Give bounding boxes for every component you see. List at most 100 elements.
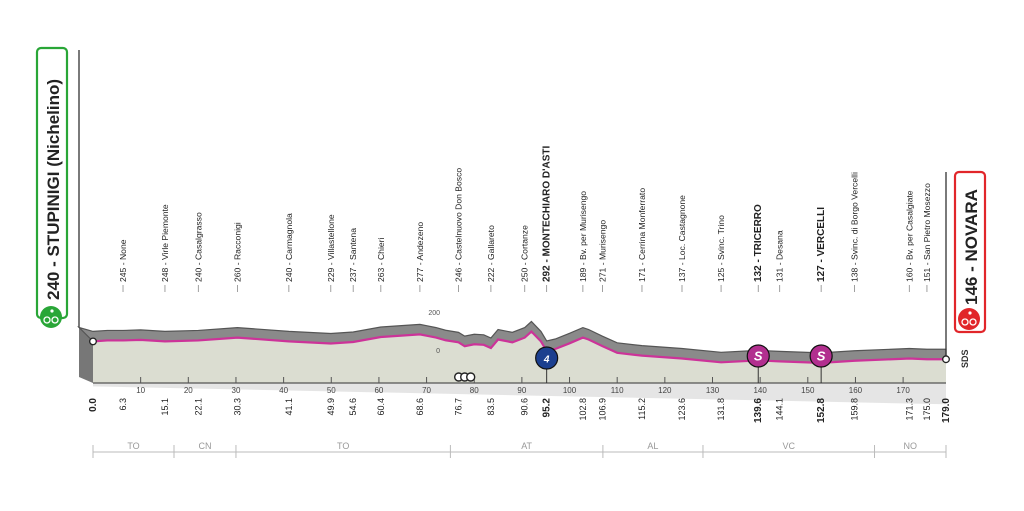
cyclist-icon xyxy=(40,306,62,328)
km-label: 15.1 xyxy=(160,398,170,416)
province-label: VC xyxy=(782,441,795,451)
cyclist-icon xyxy=(958,308,980,330)
start-label: 240 - STUPINIGI (Nichelino) xyxy=(44,79,63,300)
gpm-category-icon xyxy=(535,346,559,370)
endpoint-marker xyxy=(89,337,97,346)
province-label: AL xyxy=(647,441,658,451)
place-label: 248 - Virle Piemonte xyxy=(160,204,170,282)
route-markers: 4 S S xyxy=(453,344,833,383)
marker-label: 4 xyxy=(543,355,550,366)
intermediate-sprint-icon xyxy=(809,344,833,368)
km-label: 83.5 xyxy=(486,398,496,416)
place-label: 292 - MONTECHIARO D'ASTI xyxy=(542,145,553,282)
endpoint-marker xyxy=(942,355,950,364)
x-tick-label: 170 xyxy=(896,386,910,395)
province-label: TO xyxy=(337,441,349,451)
km-label: 90.6 xyxy=(520,398,530,416)
place-label: 127 - VERCELLI xyxy=(816,207,827,282)
km-labels: 0.0 6.3 15.1 22.1 30.3 41.1 49.9 54.6 60.4 68.6 76… xyxy=(88,398,952,423)
finish-badge: 146 - NOVARA xyxy=(953,170,987,334)
km-label: 49.9 xyxy=(326,398,336,416)
place-label: 246 - Castelnuovo Don Bosco xyxy=(454,168,464,282)
x-tick-label: 10 xyxy=(136,386,145,395)
place-label: 250 - Cortanze xyxy=(520,225,530,282)
km-label: 60.4 xyxy=(376,398,386,416)
place-label: 138 - Svinc. di Borgo Vercelli xyxy=(850,172,860,282)
x-tick-label: 130 xyxy=(706,386,720,395)
place-label: 277 - Andezeno xyxy=(415,222,425,282)
x-tick-label: 160 xyxy=(849,386,863,395)
x-tick-label: 120 xyxy=(658,386,672,395)
x-tick-label: 50 xyxy=(327,386,336,395)
place-label: 222 - Gallareto xyxy=(486,225,496,282)
feed-zone-icon xyxy=(465,372,476,382)
place-label: 137 - Loc. Castagnone xyxy=(677,195,687,282)
start-badge: 240 - STUPINIGI (Nichelino) xyxy=(35,46,69,328)
km-label: 22.1 xyxy=(193,398,203,416)
place-label: 125 - Svinc. Trino xyxy=(716,215,726,282)
km-label: 30.3 xyxy=(232,398,242,416)
place-label: 237 - Santena xyxy=(348,228,358,282)
elevation-tick-label: 0 xyxy=(436,348,440,355)
cyclist-icon-head xyxy=(968,311,972,315)
sponsor-logo: SDS xyxy=(960,349,970,368)
marker-label: S xyxy=(817,349,826,364)
x-tick-label: 90 xyxy=(517,386,526,395)
km-label: 106.9 xyxy=(597,398,607,421)
place-label: 240 - Carmagnola xyxy=(284,213,294,282)
place-label: 260 - Racconigi xyxy=(232,222,242,282)
place-label: 151 - San Pietro Mosezzo xyxy=(922,183,932,282)
cyclist-icon-head xyxy=(50,309,54,313)
km-label: 152.8 xyxy=(816,398,827,423)
x-tick-label: 100 xyxy=(563,386,577,395)
place-label: 229 - Villastellone xyxy=(326,214,336,282)
place-label: 160 - Bv. per Casalgiate xyxy=(904,190,914,282)
km-label: 0.0 xyxy=(88,398,99,412)
x-tick-label: 70 xyxy=(422,386,431,395)
province-label: TO xyxy=(127,441,139,451)
km-label: 123.6 xyxy=(677,398,687,421)
intermediate-sprint-icon xyxy=(746,344,770,368)
km-label: 139.6 xyxy=(753,398,764,423)
x-tick-label: 140 xyxy=(753,386,767,395)
place-label: 189 - Bv. per Murisengo xyxy=(578,191,588,282)
cyclist-icon-wheel xyxy=(961,318,969,326)
elevation-tick-label: 200 xyxy=(428,310,440,317)
x-tick-label: 80 xyxy=(470,386,479,395)
cyclist-icon-wheel xyxy=(969,318,977,326)
km-label: 171.3 xyxy=(904,398,914,421)
place-label: 245 - None xyxy=(118,239,128,282)
km-label: 144.1 xyxy=(775,398,785,421)
x-tick-label: 30 xyxy=(232,386,241,395)
place-label: 131 - Desana xyxy=(775,230,785,282)
place-label: 271 - Murisengo xyxy=(597,220,607,282)
place-label: 263 - Chieri xyxy=(376,237,386,282)
place-label: 240 - Casalgrasso xyxy=(193,212,203,282)
km-label: 41.1 xyxy=(284,398,294,416)
x-tick-label: 20 xyxy=(184,386,193,395)
marker-label: S xyxy=(754,349,763,364)
x-tick-label: 110 xyxy=(611,386,624,395)
profile-shade xyxy=(93,331,946,405)
finish-label: 146 - NOVARA xyxy=(962,189,981,305)
km-label: 115.2 xyxy=(637,398,647,420)
cyclist-icon-wheel xyxy=(51,316,59,324)
km-label: 175.0 xyxy=(922,398,932,421)
distance-axis: 10 20 30 40 50 60 70 80 90 100 110 120 130 140 150 160 1… xyxy=(136,377,910,395)
km-label: 54.6 xyxy=(348,398,358,416)
province-label: AT xyxy=(521,441,532,451)
km-label: 102.8 xyxy=(578,398,588,421)
province-bands: TO CN TO AT AL VC NO xyxy=(92,441,947,458)
finish-badge-frame xyxy=(953,170,987,334)
x-tick-label: 150 xyxy=(801,386,815,395)
km-label: 159.8 xyxy=(850,398,860,421)
km-label: 76.7 xyxy=(454,398,464,416)
km-label: 131.8 xyxy=(716,398,726,421)
place-label: 132 - TRICERRO xyxy=(753,204,764,282)
km-label: 6.3 xyxy=(118,398,128,411)
place-label: 171 - Cerrina Monferrato xyxy=(637,188,647,282)
place-labels: 245 - None 248 - Virle Piemonte 240 - Casa… xyxy=(118,145,932,292)
km-label: 95.2 xyxy=(542,398,553,418)
